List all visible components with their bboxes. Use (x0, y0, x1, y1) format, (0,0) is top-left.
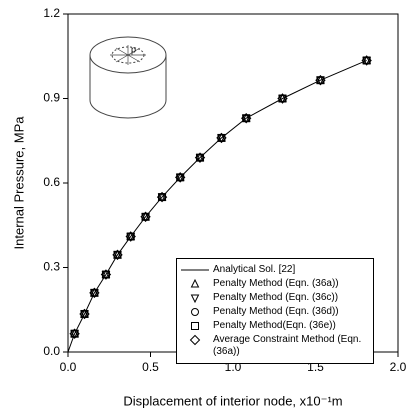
x-tick-label: 2.0 (390, 360, 406, 374)
legend-symbol (191, 308, 199, 316)
legend-marker (191, 322, 199, 330)
legend-marker (190, 278, 200, 288)
legend-label: Analytical Sol. [22] (213, 264, 296, 275)
point (101, 270, 110, 279)
inset-label: p (131, 44, 136, 54)
legend-entry: Penalty Method (Eqn. (36d)) (179, 306, 371, 318)
legend-marker (191, 308, 199, 316)
point (156, 191, 168, 203)
legend-symbol (191, 322, 199, 330)
y-tick-label: 0.9 (43, 91, 60, 105)
legend-entry: Average Constraint Method (Eqn. (36a)) (179, 334, 371, 358)
point (141, 212, 150, 221)
legend-label: Penalty Method (Eqn. (36a)) (213, 278, 339, 289)
inset-cylinder (89, 36, 167, 119)
point (217, 133, 226, 142)
point (112, 249, 123, 261)
legend-entry: Analytical Sol. [22] (179, 264, 371, 276)
point (196, 153, 204, 162)
x-tick-label: 0.0 (60, 360, 77, 374)
point (216, 132, 227, 144)
point (242, 114, 251, 123)
x-axis-label: Displacement of interior node, x10⁻¹m (123, 393, 342, 408)
point (176, 173, 185, 182)
point (194, 152, 206, 163)
point (70, 329, 79, 338)
point (90, 288, 99, 297)
y-axis-label: Internal Pressure, MPa (11, 116, 26, 250)
point (80, 309, 89, 318)
legend-label: Penalty Method (Eqn. (36c)) (213, 292, 339, 303)
point (113, 250, 122, 259)
point (140, 211, 151, 223)
legend-symbol (190, 294, 200, 304)
point (277, 93, 288, 104)
legend-symbol (181, 269, 209, 271)
legend-marker (189, 334, 201, 346)
point (126, 232, 135, 241)
point (316, 76, 325, 85)
legend-symbol (190, 278, 200, 288)
point (100, 269, 112, 280)
point (125, 231, 136, 242)
y-tick-label: 1.2 (43, 6, 60, 20)
point (240, 113, 252, 124)
point (278, 94, 287, 103)
line (67, 60, 367, 353)
legend: Analytical Sol. [22] Penalty Method (Eqn.… (176, 258, 374, 364)
point (158, 193, 167, 202)
point (79, 308, 90, 320)
y-tick-label: 0.3 (43, 260, 60, 274)
y-tick-label: 0.6 (43, 175, 60, 189)
legend-label: Average Constraint Method (Eqn. (36a)) (213, 334, 362, 357)
legend-label: Penalty Method(Eqn. (36e)) (213, 320, 336, 331)
legend-marker (190, 294, 200, 304)
point (362, 56, 371, 65)
point (315, 74, 326, 86)
legend-entry: Penalty Method(Eqn. (36e)) (179, 320, 371, 332)
legend-entry: Penalty Method (Eqn. (36a)) (179, 278, 371, 290)
legend-symbol (189, 334, 201, 346)
point (69, 328, 80, 339)
point (89, 287, 100, 299)
legend-entry: Penalty Method (Eqn. (36c)) (179, 292, 371, 304)
point (174, 172, 186, 183)
x-tick-label: 0.5 (142, 360, 159, 374)
y-tick-label: 0.0 (43, 344, 60, 358)
legend-label: Penalty Method (Eqn. (36d)) (213, 306, 339, 317)
point (361, 55, 372, 66)
